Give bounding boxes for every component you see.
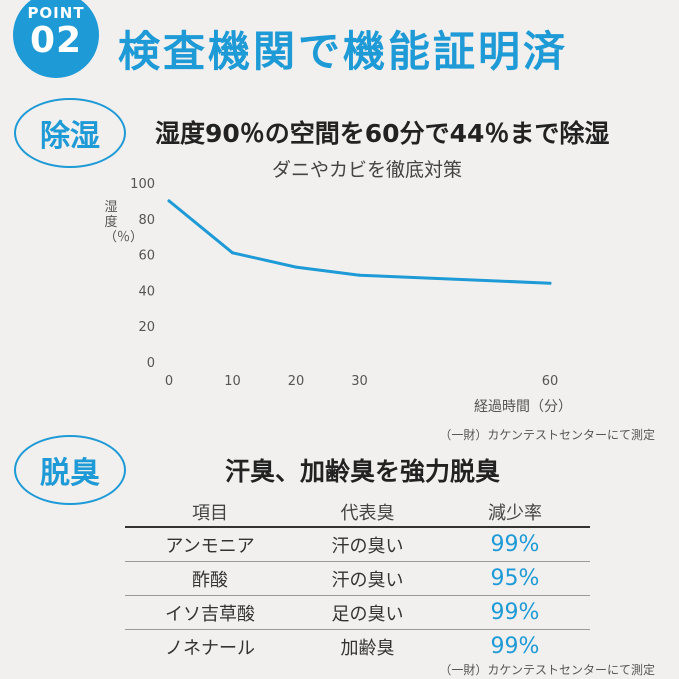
y-tick-label: 0 <box>147 356 155 371</box>
row-reduction: 99% <box>490 634 540 659</box>
data-point <box>294 265 298 269</box>
deodorize-table: 項目 代表臭 減少率 アンモニア 汗の臭い 99% 酢酸 汗の臭い 95% イソ… <box>125 498 590 663</box>
row-reduction: 99% <box>440 527 590 562</box>
row-odor: 汗の臭い <box>295 561 440 596</box>
dehumidify-title: 湿度90％の空間を60分で44％まで除湿 <box>155 119 610 148</box>
x-tick-label: 60 <box>542 374 559 389</box>
dehumidify-badge: 除湿 <box>14 98 126 168</box>
row-item: ノネナール <box>165 637 255 659</box>
data-point <box>167 199 171 203</box>
x-tick-label: 20 <box>288 374 305 389</box>
row-reduction: 99% <box>440 595 590 630</box>
y-tick-label: 100 <box>130 177 155 192</box>
header-odor: 代表臭 <box>295 498 440 528</box>
table-row: ノネナール 加齢臭 99% <box>125 630 590 664</box>
header-item: 項目 <box>125 498 295 528</box>
row-item: 酢酸 <box>125 561 295 596</box>
row-odor: 汗の臭い <box>295 527 440 562</box>
x-tick-label: 0 <box>165 374 173 389</box>
headline: 検査機関で機能証明済 <box>118 27 569 76</box>
deodorize-credit: （一財）カケンテストセンターにて測定 <box>439 663 655 677</box>
point-badge: POINT 02 <box>13 0 99 78</box>
y-tick-label: 40 <box>138 284 155 299</box>
data-point <box>231 251 234 255</box>
point-number: 02 <box>29 20 83 61</box>
dehumidify-subtitle: ダニやカビを徹底対策 <box>271 159 462 181</box>
humidity-series-line <box>167 199 552 285</box>
point-word: POINT <box>27 4 85 22</box>
dehumidify-credit: （一財）カケンテストセンターにて測定 <box>439 428 655 442</box>
deodorize-badge: 脱臭 <box>14 435 126 505</box>
table-row: 酢酸 汗の臭い 95% <box>125 561 590 596</box>
table-row: イソ吉草酸 足の臭い 99% <box>125 595 590 630</box>
row-odor: 足の臭い <box>295 595 440 630</box>
data-point <box>548 281 552 285</box>
table-row: アンモニア 汗の臭い 99% <box>125 527 590 562</box>
y-tick-label: 60 <box>138 249 155 264</box>
table-header-row: 項目 代表臭 減少率 <box>125 498 590 528</box>
data-point <box>358 273 361 277</box>
row-item: イソ吉草酸 <box>125 595 295 630</box>
x-tick-label: 10 <box>224 374 241 389</box>
y-tick-label: 20 <box>138 320 155 335</box>
y-tick-label: 80 <box>138 213 155 228</box>
row-reduction: 95% <box>440 561 590 596</box>
deodorize-title: 汗臭、加齢臭を強力脱臭 <box>224 457 500 486</box>
row-item: アンモニア <box>125 527 295 562</box>
chart-x-axis-label: 経過時間（分） <box>474 399 572 415</box>
header-reduction: 減少率 <box>440 498 590 528</box>
x-tick-label: 30 <box>351 374 368 389</box>
row-odor: 加齢臭 <box>340 637 395 659</box>
